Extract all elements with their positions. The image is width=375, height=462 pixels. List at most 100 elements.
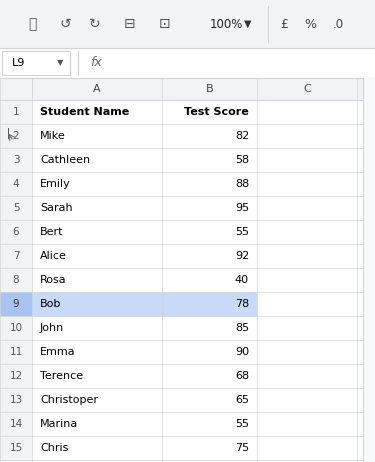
Text: Test Score: Test Score (184, 107, 249, 117)
Text: 1: 1 (13, 107, 20, 117)
Text: ↺: ↺ (59, 17, 71, 31)
Text: C: C (303, 84, 311, 94)
Text: 95: 95 (235, 203, 249, 213)
Bar (32, 268, 162, 292)
Text: Terence: Terence (40, 371, 83, 381)
Bar (363, 220, 375, 244)
Bar (0, 316, 32, 340)
Bar (162, 316, 257, 340)
Bar (162, 412, 257, 436)
Text: 100%: 100% (210, 18, 243, 30)
Text: ▼: ▼ (244, 19, 252, 29)
Bar (162, 172, 257, 196)
Text: 9: 9 (13, 299, 20, 309)
Text: 6: 6 (13, 227, 20, 237)
Text: Bob: Bob (40, 299, 62, 309)
Bar (0, 268, 32, 292)
Bar (0, 196, 32, 220)
Bar (257, 196, 357, 220)
Bar (162, 364, 257, 388)
Bar (0, 460, 32, 462)
Bar (257, 412, 357, 436)
Text: Christoper: Christoper (40, 395, 98, 405)
Bar (363, 78, 375, 462)
Bar (162, 292, 257, 316)
Bar (363, 412, 375, 436)
Bar (162, 196, 257, 220)
Bar (32, 292, 162, 316)
Bar (32, 196, 162, 220)
Bar (162, 388, 257, 412)
Text: B: B (206, 84, 213, 94)
Bar (0, 172, 32, 196)
Text: £: £ (280, 18, 288, 30)
Bar (32, 412, 162, 436)
Bar (257, 388, 357, 412)
Text: 85: 85 (235, 323, 249, 333)
Text: Rosa: Rosa (40, 275, 67, 285)
Bar (32, 244, 162, 268)
Bar (257, 436, 357, 460)
Bar (363, 436, 375, 460)
Text: 11: 11 (9, 347, 22, 357)
Bar (162, 220, 257, 244)
Text: 68: 68 (235, 371, 249, 381)
Text: 58: 58 (235, 155, 249, 165)
Bar (162, 244, 257, 268)
Bar (0, 364, 32, 388)
Text: Student Name: Student Name (40, 107, 129, 117)
Bar (162, 124, 257, 148)
Text: 8: 8 (13, 275, 20, 285)
Bar (257, 100, 357, 124)
Text: fx: fx (90, 56, 102, 69)
Text: Sarah: Sarah (40, 203, 73, 213)
Text: 88: 88 (235, 179, 249, 189)
Text: Cathleen: Cathleen (40, 155, 90, 165)
Text: Emma: Emma (40, 347, 76, 357)
Text: 92: 92 (235, 251, 249, 261)
Bar (162, 340, 257, 364)
Bar (363, 340, 375, 364)
Text: 10: 10 (9, 323, 22, 333)
Bar (363, 268, 375, 292)
Text: ⊟: ⊟ (124, 17, 136, 31)
Bar (257, 460, 357, 462)
Bar (162, 268, 257, 292)
Text: 40: 40 (235, 275, 249, 285)
Bar (0, 436, 32, 460)
Text: 78: 78 (235, 299, 249, 309)
Text: 5: 5 (13, 203, 20, 213)
Bar (32, 460, 162, 462)
Text: 75: 75 (235, 443, 249, 453)
Bar (363, 148, 375, 172)
Bar (2, 51, 70, 75)
Text: 55: 55 (235, 419, 249, 429)
Bar (162, 460, 257, 462)
Bar (0, 48, 375, 78)
Text: Marina: Marina (40, 419, 78, 429)
Bar (32, 148, 162, 172)
Bar (257, 220, 357, 244)
Bar (363, 388, 375, 412)
Text: %: % (304, 18, 316, 30)
Bar (257, 292, 357, 316)
Text: 12: 12 (9, 371, 22, 381)
Bar (363, 172, 375, 196)
Bar (32, 316, 162, 340)
Bar (363, 292, 375, 316)
Bar (32, 100, 162, 124)
Bar (32, 172, 162, 196)
Bar (257, 124, 357, 148)
Bar (32, 388, 162, 412)
Text: ▼: ▼ (57, 59, 63, 67)
Bar (0, 388, 32, 412)
Bar (257, 172, 357, 196)
Bar (162, 100, 257, 124)
Text: Bert: Bert (40, 227, 63, 237)
Bar (257, 316, 357, 340)
Bar (0, 340, 32, 364)
Text: 65: 65 (235, 395, 249, 405)
Bar (32, 220, 162, 244)
Bar (0, 148, 32, 172)
Bar (257, 364, 357, 388)
